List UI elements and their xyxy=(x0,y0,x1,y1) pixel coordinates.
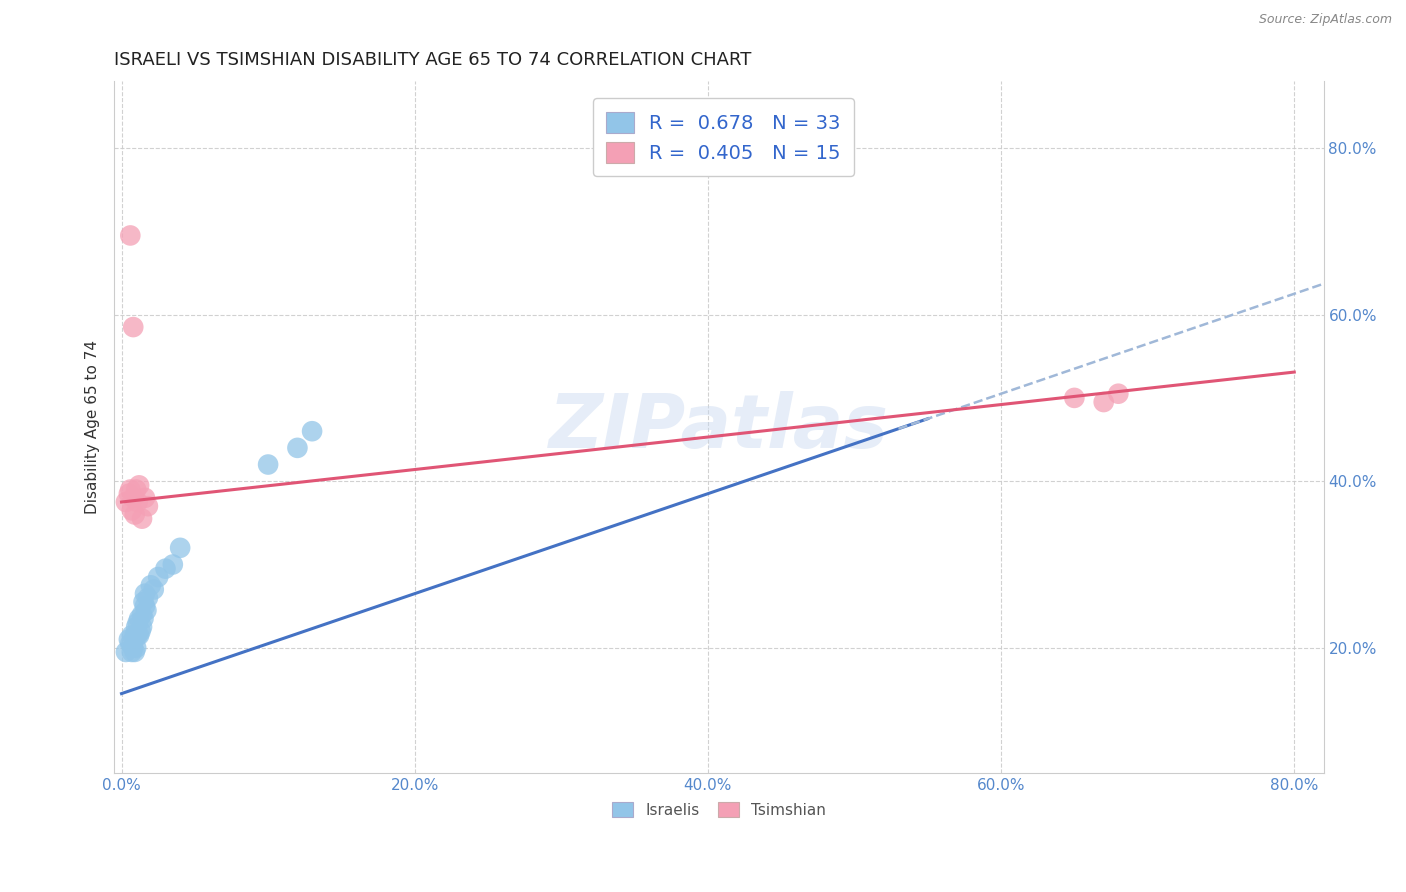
Point xyxy=(124,645,146,659)
Point xyxy=(287,441,309,455)
Point xyxy=(120,483,142,497)
Point xyxy=(118,632,141,647)
Point xyxy=(127,495,149,509)
Point xyxy=(128,612,150,626)
Text: ZIPatlas: ZIPatlas xyxy=(548,391,889,464)
Point xyxy=(124,628,146,642)
Point xyxy=(134,587,156,601)
Point xyxy=(134,599,156,614)
Text: Source: ZipAtlas.com: Source: ZipAtlas.com xyxy=(1258,13,1392,27)
Point xyxy=(125,628,148,642)
Point xyxy=(124,508,146,522)
Point xyxy=(128,478,150,492)
Point xyxy=(131,511,153,525)
Point xyxy=(115,495,138,509)
Point xyxy=(142,582,165,597)
Point xyxy=(122,491,145,505)
Point xyxy=(125,640,148,655)
Point xyxy=(135,603,157,617)
Point xyxy=(118,486,141,500)
Point xyxy=(155,562,177,576)
Point xyxy=(134,491,156,505)
Point xyxy=(125,483,148,497)
Point xyxy=(121,628,143,642)
Point xyxy=(127,628,149,642)
Point xyxy=(122,320,145,334)
Point xyxy=(121,645,143,659)
Point xyxy=(120,228,142,243)
Point xyxy=(115,645,138,659)
Point xyxy=(139,578,162,592)
Point xyxy=(132,595,155,609)
Point xyxy=(1107,386,1129,401)
Point xyxy=(120,637,142,651)
Point xyxy=(122,640,145,655)
Point xyxy=(136,499,159,513)
Y-axis label: Disability Age 65 to 74: Disability Age 65 to 74 xyxy=(86,340,100,514)
Point xyxy=(127,615,149,630)
Point xyxy=(162,558,184,572)
Point xyxy=(121,503,143,517)
Point xyxy=(257,458,280,472)
Point xyxy=(132,612,155,626)
Legend: Israelis, Tsimshian: Israelis, Tsimshian xyxy=(606,797,832,824)
Point xyxy=(1092,395,1115,409)
Point xyxy=(1063,391,1085,405)
Point xyxy=(131,607,153,622)
Point xyxy=(136,591,159,605)
Point xyxy=(169,541,191,555)
Text: ISRAELI VS TSIMSHIAN DISABILITY AGE 65 TO 74 CORRELATION CHART: ISRAELI VS TSIMSHIAN DISABILITY AGE 65 T… xyxy=(114,51,752,69)
Point xyxy=(125,620,148,634)
Point xyxy=(146,570,169,584)
Point xyxy=(131,620,153,634)
Point xyxy=(129,624,152,639)
Point xyxy=(301,424,323,438)
Point xyxy=(128,628,150,642)
